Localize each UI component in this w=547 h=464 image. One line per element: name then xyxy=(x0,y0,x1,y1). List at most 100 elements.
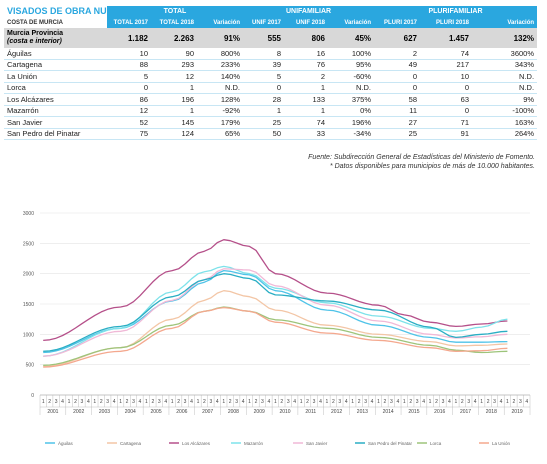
table-cell: 0 xyxy=(243,82,284,94)
quarter-label: 2 xyxy=(487,399,490,405)
table-cell: 49 xyxy=(374,59,421,71)
table-group-header: VISADOS DE OBRA NUEVA TOTAL UNIFAMILIAR … xyxy=(4,6,538,17)
quarter-label: 1 xyxy=(248,399,251,405)
table-cell: N.D. xyxy=(472,70,538,83)
table-cell: 196% xyxy=(328,116,375,129)
quarter-label: 1 xyxy=(300,399,303,405)
quarter-label: 3 xyxy=(209,399,212,405)
quarter-label: 3 xyxy=(364,399,367,405)
table-cell: 27 xyxy=(374,116,421,129)
footnote-line: * Datos disponibles para municipios de m… xyxy=(329,163,535,170)
table-cell: 5 xyxy=(107,70,151,83)
table-cell: -34% xyxy=(328,128,375,140)
municipality-name: Cartagena xyxy=(4,59,107,71)
year-label: 2010 xyxy=(279,409,290,415)
table-cell: 0 xyxy=(374,70,421,83)
year-label: 2015 xyxy=(408,409,419,415)
table-cell: 16 xyxy=(284,48,328,60)
quarter-label: 1 xyxy=(145,399,148,405)
quarter-label: 2 xyxy=(306,399,309,405)
series-line xyxy=(43,306,508,366)
quarter-label: 4 xyxy=(61,399,64,405)
series-line xyxy=(43,239,508,342)
highlight-cell: 1.457 xyxy=(420,28,473,48)
quarter-label: 1 xyxy=(454,399,457,405)
table-title: VISADOS DE OBRA NUEVA xyxy=(4,6,107,17)
quarter-label: 3 xyxy=(132,399,135,405)
y-tick-label: 1000 xyxy=(23,332,34,338)
quarter-label: 2 xyxy=(435,399,438,405)
year-label: 2019 xyxy=(512,409,523,415)
highlight-cell: 806 xyxy=(284,28,328,48)
highlight-cell: 2.263 xyxy=(151,28,197,48)
table-cell: 217 xyxy=(420,59,473,71)
quarter-label: 1 xyxy=(93,399,96,405)
column-header: TOTAL 2017 xyxy=(107,17,151,28)
quarter-label: 3 xyxy=(519,399,522,405)
quarter-label: 2 xyxy=(203,399,206,405)
table-cell: 0 xyxy=(420,105,473,117)
table-cell: 124 xyxy=(151,128,197,140)
year-label: 2017 xyxy=(460,409,471,415)
quarter-label: 2 xyxy=(100,399,103,405)
table-row: San Javier 52 145 179% 25 74 196% 27 71 163% xyxy=(4,116,538,129)
year-label: 2016 xyxy=(434,409,445,415)
table-cell: 196 xyxy=(151,93,197,106)
column-header: Variación xyxy=(197,17,243,28)
table-cell: 28 xyxy=(243,93,284,106)
quarter-label: 2 xyxy=(74,399,77,405)
year-label: 2002 xyxy=(73,409,84,415)
visados-table: VISADOS DE OBRA NUEVA TOTAL UNIFAMILIAR … xyxy=(4,6,538,140)
table-cell: 33 xyxy=(284,128,328,140)
quarter-label: 4 xyxy=(422,399,425,405)
column-header: PLURI 2017 xyxy=(374,17,421,28)
table-cell: 71 xyxy=(420,116,473,129)
table-cell: N.D. xyxy=(472,82,538,94)
table-cell: 3600% xyxy=(472,48,538,60)
table-row: Lorca 0 1 N.D. 0 1 N.D. 0 0 N.D. xyxy=(4,82,538,94)
quarter-label: 2 xyxy=(384,399,387,405)
quarter-label: 2 xyxy=(48,399,51,405)
table-cell: 5 xyxy=(243,70,284,83)
table-cell: 293 xyxy=(151,59,197,71)
quarter-label: 1 xyxy=(197,399,200,405)
legend-label: Cartagena xyxy=(120,441,142,446)
municipality-name: San Pedro del Pinatar xyxy=(4,128,107,140)
highlight-cell: 45% xyxy=(328,28,375,48)
source-line: Fuente: Subdirección General de Estadíst… xyxy=(308,154,535,161)
table-cell: 179% xyxy=(197,116,243,129)
table-cell: 50 xyxy=(243,128,284,140)
municipality-name: Los Alcázares xyxy=(4,93,107,106)
table-cell: 8 xyxy=(243,48,284,60)
table-cell: 12 xyxy=(151,70,197,83)
table-cell: 10 xyxy=(107,48,151,60)
table-cell: 0 xyxy=(107,82,151,94)
quarter-label: 3 xyxy=(442,399,445,405)
quarter-label: 1 xyxy=(326,399,329,405)
table-row: San Pedro del Pinatar 75 124 65% 50 33 -34% 25 9… xyxy=(4,128,538,140)
table-cell: 1 xyxy=(243,105,284,117)
quarter-label: 3 xyxy=(261,399,264,405)
year-label: 2008 xyxy=(228,409,239,415)
legend-label: Águilas xyxy=(58,440,74,446)
year-label: 2003 xyxy=(99,409,110,415)
quarter-label: 4 xyxy=(319,399,322,405)
visados-table-section: VISADOS DE OBRA NUEVA TOTAL UNIFAMILIAR … xyxy=(4,6,538,140)
quarter-label: 4 xyxy=(139,399,142,405)
table-cell: 12 xyxy=(107,105,151,117)
table-cell: 86 xyxy=(107,93,151,106)
table-cell: 2 xyxy=(374,48,421,60)
legend-label: San Javier xyxy=(306,441,328,446)
quarter-label: 1 xyxy=(429,399,432,405)
series-line xyxy=(43,306,508,368)
table-cell: 11 xyxy=(374,105,421,117)
highlight-cell: 132% xyxy=(472,28,538,48)
highlight-cell: 1.182 xyxy=(107,28,151,48)
quarter-label: 4 xyxy=(474,399,477,405)
quarter-label: 3 xyxy=(493,399,496,405)
year-label: 2018 xyxy=(486,409,497,415)
quarter-label: 4 xyxy=(267,399,270,405)
table-cell: 233% xyxy=(197,59,243,71)
table-column-header: COSTA DE MURCIA TOTAL 2017 TOTAL 2018 Va… xyxy=(4,17,538,28)
